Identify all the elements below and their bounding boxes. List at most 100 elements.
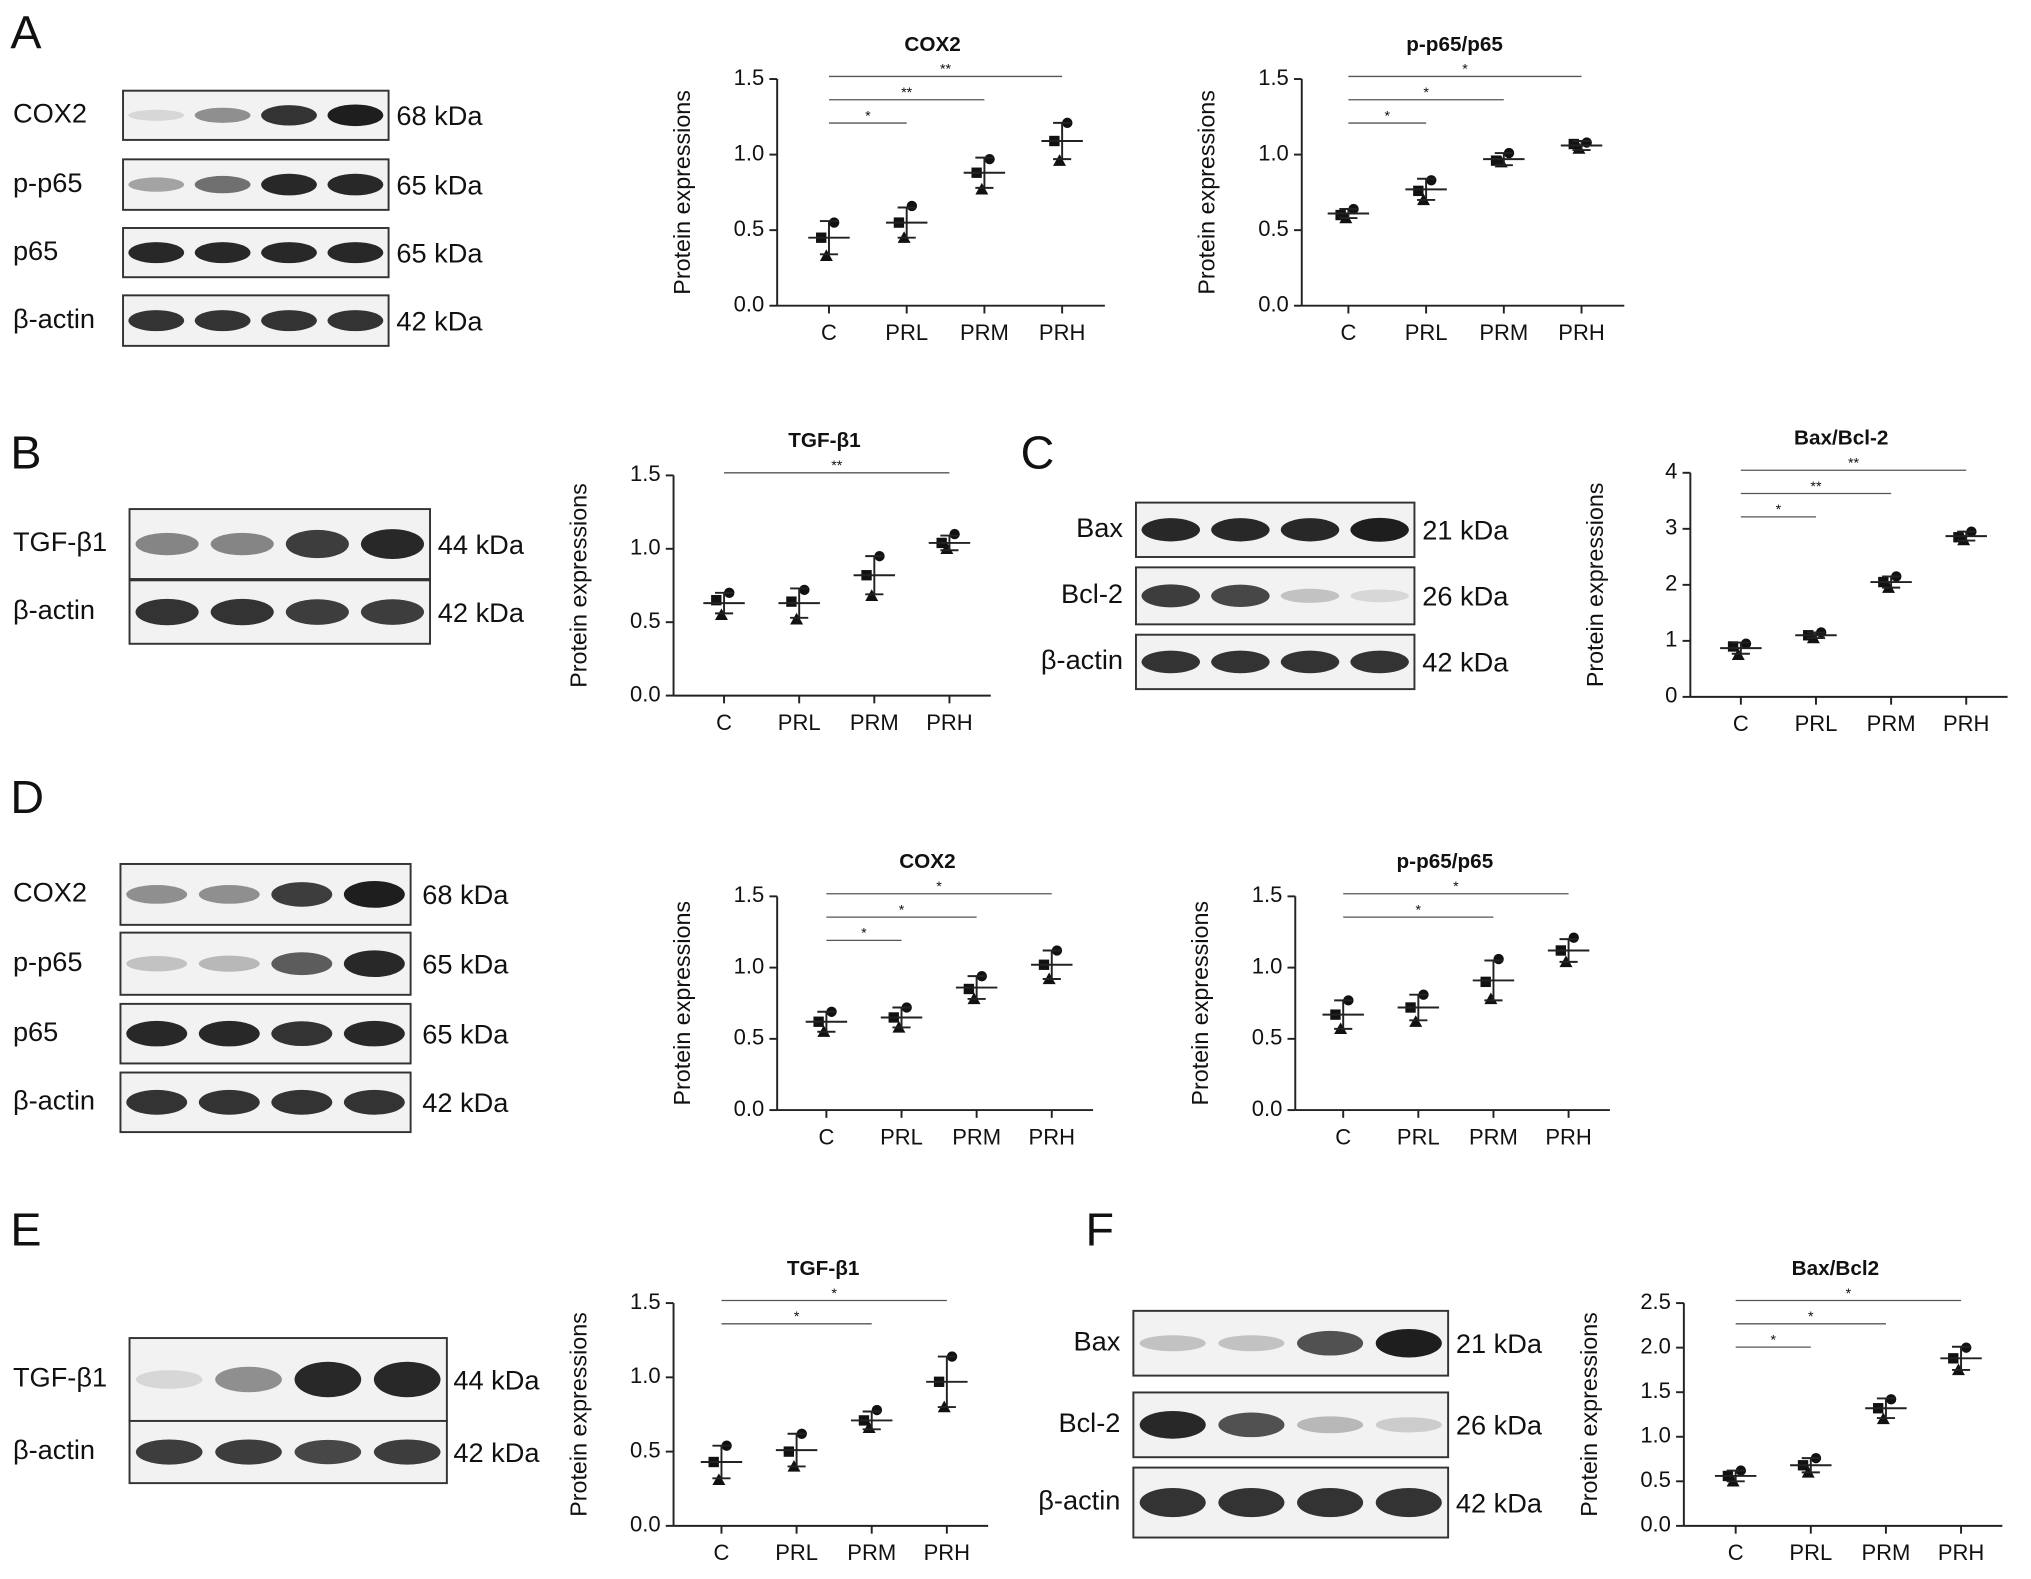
y-tick-label: 0.5 bbox=[1252, 1025, 1283, 1050]
size-label: 65 kDa bbox=[422, 948, 509, 979]
protein-label: p-p65 bbox=[13, 946, 83, 977]
x-tick-label: C bbox=[1335, 1124, 1351, 1149]
protein-label: TGF-β1 bbox=[13, 526, 107, 557]
size-label: 42 kDa bbox=[396, 305, 483, 336]
blot-band bbox=[261, 105, 317, 126]
y-tick-label: 0.5 bbox=[630, 1437, 661, 1462]
significance-label: * bbox=[1384, 108, 1390, 124]
y-tick-label: 1.0 bbox=[1258, 140, 1289, 165]
x-tick-label: PRL bbox=[1405, 320, 1448, 345]
blot-band bbox=[198, 885, 260, 904]
blot-band bbox=[1375, 1328, 1442, 1358]
size-label: 44 kDa bbox=[438, 529, 525, 560]
x-tick-label: PRH bbox=[924, 1540, 970, 1565]
blot-band bbox=[1297, 1488, 1364, 1518]
blot-band bbox=[1218, 1488, 1285, 1518]
y-tick-label: 0 bbox=[1665, 683, 1677, 708]
data-point bbox=[783, 1446, 795, 1457]
x-tick-label: C bbox=[716, 710, 732, 735]
x-tick-label: C bbox=[714, 1540, 730, 1565]
data-point bbox=[906, 200, 918, 212]
y-tick-label: 0.5 bbox=[630, 608, 661, 633]
blot-band bbox=[210, 532, 274, 556]
significance-label: * bbox=[936, 879, 942, 895]
blot-band bbox=[1280, 650, 1340, 674]
data-point bbox=[963, 983, 975, 995]
x-tick-label: PRH bbox=[926, 710, 972, 735]
blot-band bbox=[1141, 518, 1201, 542]
x-tick-label: PRH bbox=[1545, 1124, 1591, 1149]
data-point bbox=[1740, 638, 1752, 649]
y-tick-label: 2.5 bbox=[1640, 1289, 1671, 1314]
protein-label: p-p65 bbox=[13, 167, 83, 198]
significance-label: * bbox=[1808, 1309, 1814, 1325]
y-tick-label: 1.5 bbox=[734, 882, 765, 907]
blot-band bbox=[210, 598, 274, 626]
blot-band bbox=[128, 109, 185, 121]
protein-label: β-actin bbox=[13, 1434, 95, 1465]
x-tick-label: C bbox=[1728, 1540, 1744, 1565]
blot-band bbox=[271, 952, 333, 976]
blot-band bbox=[1139, 1488, 1206, 1518]
x-tick-label: C bbox=[818, 1124, 834, 1149]
blot-band bbox=[327, 173, 384, 196]
y-axis-label: Protein expressions bbox=[1194, 90, 1220, 295]
protein-label: Bcl-2 bbox=[1058, 1407, 1120, 1438]
blot-band bbox=[327, 310, 384, 332]
size-label: 65 kDa bbox=[422, 1018, 509, 1049]
significance-label: ** bbox=[831, 458, 843, 474]
y-tick-label: 4 bbox=[1665, 459, 1677, 484]
y-tick-label: 1.5 bbox=[1640, 1378, 1671, 1403]
data-point bbox=[1493, 953, 1504, 965]
y-axis-label: Protein expressions bbox=[1582, 483, 1608, 688]
protein-label: COX2 bbox=[13, 877, 87, 908]
data-point bbox=[871, 1404, 883, 1416]
x-tick-label: PRL bbox=[880, 1124, 923, 1149]
x-tick-label: PRM bbox=[1479, 320, 1528, 345]
blot-band bbox=[198, 1089, 260, 1115]
protein-label: β-actin bbox=[13, 594, 95, 625]
y-axis-label: Protein expressions bbox=[565, 1312, 591, 1517]
blot-band bbox=[360, 599, 425, 625]
x-tick-label: PRM bbox=[847, 1540, 896, 1565]
chart-title: Bax/Bcl-2 bbox=[1794, 427, 1888, 450]
y-tick-label: 1 bbox=[1665, 627, 1677, 652]
protein-label: Bax bbox=[1076, 512, 1123, 543]
blot-band bbox=[271, 882, 333, 907]
blot-band bbox=[271, 1021, 333, 1047]
x-tick-label: PRM bbox=[850, 710, 899, 735]
panel-label: F bbox=[1085, 1203, 1113, 1255]
size-label: 42 kDa bbox=[453, 1437, 540, 1468]
significance-label: ** bbox=[901, 85, 913, 101]
blot-band bbox=[1141, 650, 1201, 674]
y-tick-label: 0.0 bbox=[734, 292, 765, 317]
blot-band bbox=[135, 598, 199, 626]
y-tick-label: 3 bbox=[1665, 515, 1677, 540]
panel-label: B bbox=[10, 426, 41, 478]
significance-label: * bbox=[1776, 502, 1782, 518]
x-tick-label: PRH bbox=[1558, 320, 1604, 345]
blot-band bbox=[285, 599, 349, 625]
protein-label: Bcl-2 bbox=[1061, 578, 1123, 609]
y-tick-label: 0.0 bbox=[630, 681, 661, 706]
y-tick-label: 1.5 bbox=[734, 65, 765, 90]
protein-label: p65 bbox=[13, 1016, 58, 1047]
x-tick-label: PRM bbox=[1861, 1540, 1910, 1565]
data-point bbox=[1480, 976, 1491, 988]
y-tick-label: 0.5 bbox=[734, 216, 765, 241]
data-point bbox=[1484, 992, 1498, 1005]
protein-label: β-actin bbox=[1038, 1485, 1120, 1516]
protein-label: β-actin bbox=[13, 303, 95, 334]
blot-band bbox=[198, 1020, 260, 1047]
x-tick-label: PRH bbox=[1039, 320, 1085, 345]
significance-label: * bbox=[794, 1309, 800, 1325]
significance-label: * bbox=[865, 108, 871, 124]
panel-label: E bbox=[10, 1203, 41, 1255]
blot-band bbox=[126, 885, 188, 904]
data-point bbox=[1490, 155, 1502, 166]
data-point bbox=[984, 153, 995, 165]
size-label: 42 kDa bbox=[422, 1087, 509, 1118]
blot-band bbox=[360, 529, 425, 560]
significance-label: * bbox=[899, 902, 905, 918]
